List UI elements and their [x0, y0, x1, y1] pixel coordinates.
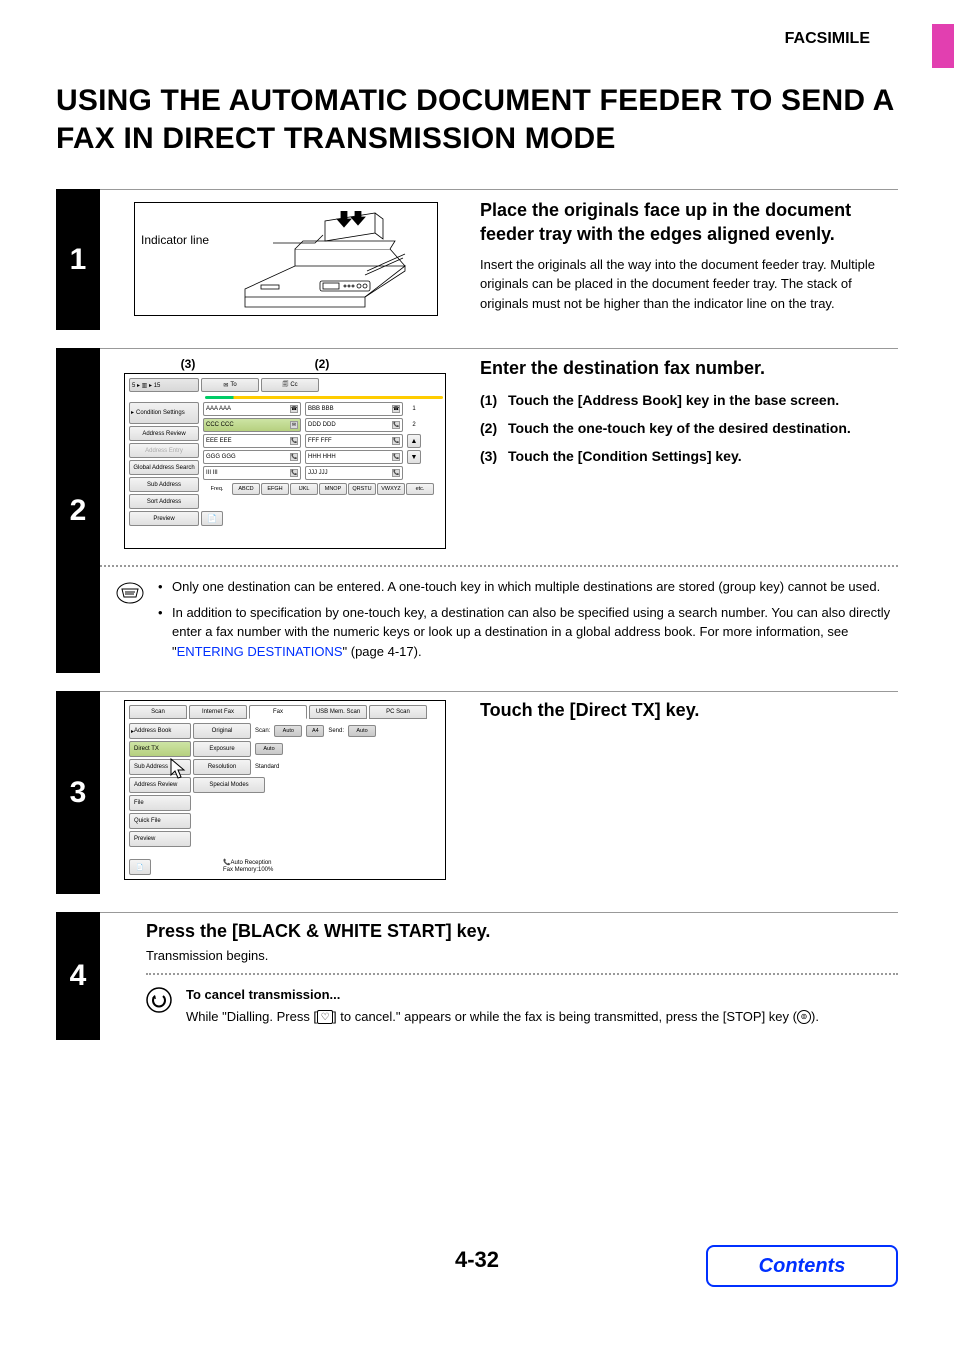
contact-button: III III📞 [203, 466, 301, 480]
step-1: 1 Indicator line [56, 189, 898, 330]
page-down[interactable]: ▼ [407, 450, 421, 464]
step-number-box: 4 [56, 912, 100, 1040]
step-number-box: 3 [56, 691, 100, 894]
ifax-tab[interactable]: Internet Fax [189, 705, 247, 719]
feeder-diagram: Indicator line [134, 202, 438, 316]
freq-label: Freq. [203, 483, 231, 495]
page-title: USING THE AUTOMATIC DOCUMENT FEEDER TO S… [56, 82, 898, 157]
step-2: 2 (3) (2) 5 ▸ ▥ ▸ 15 ✉ To 🗐 Cc [56, 348, 898, 673]
mode-path[interactable]: 5 ▸ ▥ ▸ 15 [129, 378, 199, 392]
contact-button-selected: CCC CCC✉ [203, 418, 301, 432]
contact-button: JJJ JJJ📞 [305, 466, 403, 480]
step-number: 4 [70, 959, 87, 993]
file-button[interactable]: File [129, 795, 191, 811]
letter-tab[interactable]: IJKL [290, 483, 318, 495]
original-button[interactable]: Original [193, 723, 251, 739]
fax-tab[interactable]: Fax [249, 705, 307, 719]
contact-button: GGG GGG📞 [203, 450, 301, 464]
note-text: Only one destination can be entered. A o… [172, 577, 880, 597]
sub-address-button[interactable]: Sub Address [129, 477, 199, 492]
contact-button: BBB BBB☎ [305, 402, 403, 416]
quick-file-button[interactable]: Quick File [129, 813, 191, 829]
contact-button: FFF FFF📞 [305, 434, 403, 448]
callout-2: (2) [252, 357, 392, 371]
preview-icon-button[interactable]: 📄 [201, 511, 223, 526]
step-number: 2 [70, 494, 87, 528]
speaker-icon: ♡ [317, 1010, 333, 1024]
step1-title: Place the originals face up in the docum… [480, 198, 898, 247]
cancel-body: While "Dialling. Press [♡] to cancel." a… [186, 1007, 819, 1027]
contact-button: DDD DDD📞 [305, 418, 403, 432]
contact-button: EEE EEE📞 [203, 434, 301, 448]
cursor-icon [169, 757, 187, 781]
step-number: 3 [70, 776, 87, 810]
letter-tab[interactable]: EFGH [261, 483, 289, 495]
page-up[interactable]: ▲ [407, 434, 421, 448]
contact-button: AAA AAA☎ [203, 402, 301, 416]
step4-title: Press the [BLACK & WHITE START] key. [146, 921, 898, 942]
letter-tab[interactable]: ABCD [232, 483, 260, 495]
step2-note: Only one destination can be entered. A o… [100, 577, 898, 667]
step2-title: Enter the destination fax number. [480, 357, 898, 380]
address-book-button[interactable]: Address Book [129, 723, 191, 739]
sort-address-button[interactable]: Sort Address [129, 494, 199, 509]
special-modes-button[interactable]: Special Modes [193, 777, 265, 793]
letter-tab[interactable]: QRSTU [348, 483, 376, 495]
global-search-button[interactable]: Global Address Search [129, 460, 199, 475]
return-icon [146, 987, 172, 1013]
preview-button[interactable]: Preview [129, 831, 191, 847]
resolution-button[interactable]: Resolution [193, 759, 251, 775]
usb-tab[interactable]: USB Mem. Scan [309, 705, 367, 719]
step-3: 3 Scan Internet Fax Fax USB Mem. Scan PC… [56, 691, 898, 894]
pc-tab[interactable]: PC Scan [369, 705, 427, 719]
scan-tab[interactable]: Scan [129, 705, 187, 719]
tab-cc[interactable]: 🗐 Cc [261, 378, 319, 392]
contact-button: HHH HHH📞 [305, 450, 403, 464]
step4-note: To cancel transmission... While "Diallin… [146, 985, 898, 1026]
callout-3: (3) [124, 357, 252, 371]
letter-tab[interactable]: etc. [406, 483, 434, 495]
note-text: In addition to specification by one-touc… [172, 603, 894, 662]
contents-button[interactable]: Contents [706, 1245, 898, 1287]
note-icon [116, 579, 144, 607]
header-accent [932, 24, 954, 68]
address-entry-button[interactable]: Address Entry [129, 443, 199, 458]
step4-body: Transmission begins. [146, 948, 898, 963]
letter-tab[interactable]: MNOP [319, 483, 347, 495]
step-4: 4 Press the [BLACK & WHITE START] key. T… [56, 912, 898, 1040]
address-book-panel[interactable]: 5 ▸ ▥ ▸ 15 ✉ To 🗐 Cc Condition Settings … [124, 373, 446, 549]
step-number: 1 [70, 243, 87, 277]
entering-destinations-link[interactable]: ENTERING DESTINATIONS [177, 644, 343, 659]
cancel-title: To cancel transmission... [186, 985, 819, 1005]
step2-list: (1)Touch the [Address Book] key in the b… [480, 390, 898, 467]
stop-key-icon: ⊚ [797, 1010, 811, 1024]
preview-button[interactable]: Preview [129, 511, 199, 526]
condition-settings-button[interactable]: Condition Settings [129, 402, 199, 424]
fax-mode-panel[interactable]: Scan Internet Fax Fax USB Mem. Scan PC S… [124, 700, 446, 880]
step3-title: Touch the [Direct TX] key. [480, 700, 898, 721]
address-review-button[interactable]: Address Review [129, 426, 199, 441]
section-label: FACSIMILE [785, 30, 870, 48]
step-number-box: 2 [56, 348, 100, 673]
step1-body: Insert the originals all the way into th… [480, 255, 898, 314]
indicator-label: Indicator line [141, 233, 209, 247]
step-number-box: 1 [56, 189, 100, 330]
direct-tx-button[interactable]: Direct TX [129, 741, 191, 757]
exposure-button[interactable]: Exposure [193, 741, 251, 757]
footer-status: 📞Auto ReceptionFax Memory:100% [223, 860, 273, 874]
letter-tab[interactable]: VWXYZ [377, 483, 405, 495]
preview-icon[interactable]: 📄 [129, 859, 151, 875]
tab-to[interactable]: ✉ To [201, 378, 259, 392]
